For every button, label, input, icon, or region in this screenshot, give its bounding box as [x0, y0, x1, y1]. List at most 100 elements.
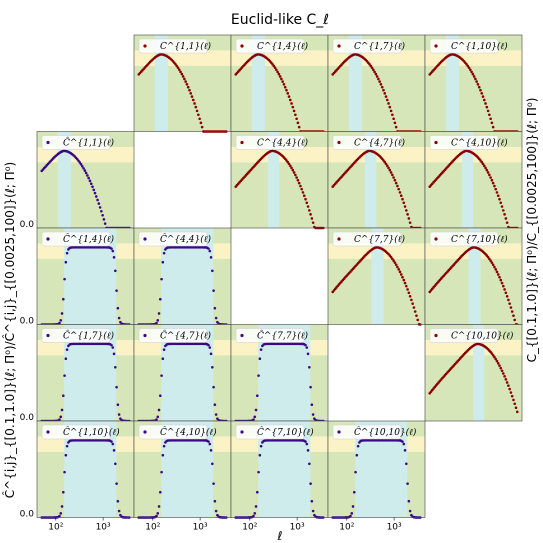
data-point [175, 64, 179, 68]
data-point [474, 77, 477, 81]
x-tick-label: 10² [48, 523, 63, 533]
data-point [311, 413, 315, 416]
data-point [384, 95, 388, 98]
legend-box [332, 135, 402, 150]
data-point [387, 102, 390, 105]
data-point [61, 490, 65, 494]
data-point [503, 213, 506, 216]
legend-label: C^{10,10}(ℓ) [451, 331, 514, 342]
data-point [184, 80, 187, 83]
data-point [306, 352, 310, 356]
data-point [304, 343, 307, 347]
legend-label: Ĉ^{1,4}(ℓ) [63, 233, 114, 245]
data-point [79, 163, 83, 166]
data-point [481, 162, 485, 166]
data-point [59, 415, 63, 419]
data-point [302, 194, 306, 198]
data-point [213, 499, 217, 503]
legend-box [41, 424, 111, 440]
legend-label: Ĉ^{1,1}(ℓ) [63, 137, 114, 149]
data-point [252, 418, 255, 421]
legend-1-3: C^{4,7}(ℓ) [332, 135, 405, 150]
data-point [258, 453, 262, 457]
data-point [505, 221, 509, 224]
data-point [117, 316, 121, 320]
data-point [296, 178, 300, 182]
data-point [115, 482, 118, 485]
data-point [114, 462, 117, 466]
data-point [408, 509, 412, 513]
data-point [305, 442, 309, 446]
y-tick-label: 0.0 [20, 413, 35, 423]
legend-box [235, 38, 305, 54]
data-point [101, 213, 104, 217]
data-point [64, 260, 68, 264]
legend-marker [143, 237, 147, 241]
data-point [392, 117, 395, 121]
data-point [392, 176, 395, 179]
data-point [472, 75, 476, 78]
data-point [311, 509, 315, 513]
data-point [254, 408, 258, 412]
data-point [156, 319, 160, 322]
legend-3-1: Ĉ^{4,7}(ℓ) [138, 328, 211, 343]
data-point [259, 444, 263, 448]
data-point [477, 85, 481, 89]
data-point [500, 281, 504, 285]
data-point [489, 117, 492, 121]
data-point [310, 217, 314, 220]
data-point [387, 166, 390, 170]
data-point [482, 98, 486, 102]
legend-box [332, 38, 402, 54]
legend-box [41, 328, 111, 343]
data-point [475, 80, 478, 83]
data-point [155, 321, 158, 325]
data-point [111, 442, 115, 446]
legend-marker [434, 237, 438, 241]
data-point [411, 302, 414, 305]
legend-box [332, 231, 402, 247]
data-point [498, 197, 501, 201]
data-point [288, 164, 292, 168]
data-point [515, 410, 519, 414]
data-point [490, 121, 494, 125]
x-tick-label: 10² [339, 523, 354, 533]
data-point [372, 68, 375, 72]
legend-marker [434, 140, 438, 145]
data-point [503, 288, 506, 291]
data-point [310, 499, 314, 503]
data-point [209, 256, 213, 259]
data-point [495, 270, 499, 274]
panel-frame [327, 420, 426, 518]
legend-marker [337, 237, 341, 241]
data-point [484, 166, 487, 170]
data-point [489, 259, 492, 263]
legend-2-4: C^{7,10}(ℓ) [429, 231, 508, 247]
legend-box [41, 231, 111, 247]
data-point [306, 205, 310, 208]
data-point [300, 187, 304, 191]
data-point [399, 194, 403, 198]
legend-marker [337, 140, 341, 145]
data-point [489, 176, 492, 179]
data-point [485, 105, 489, 109]
data-point [209, 449, 213, 452]
legend-box [429, 231, 499, 247]
legend-box [138, 231, 208, 247]
data-point [209, 352, 213, 356]
legend-0-3: C^{1,7}(ℓ) [332, 38, 405, 54]
data-point [254, 505, 258, 508]
legend-4-3: Ĉ^{10,10}(ℓ) [332, 424, 417, 440]
data-point [502, 209, 505, 212]
data-point [467, 66, 471, 70]
data-point [200, 125, 204, 129]
data-point [157, 505, 161, 508]
data-point [65, 444, 69, 448]
data-point [509, 391, 513, 394]
data-point [308, 209, 311, 212]
legend-label: C^{7,7}(ℓ) [354, 234, 405, 245]
data-point [286, 160, 290, 164]
data-point [396, 265, 399, 269]
data-point [351, 505, 355, 508]
data-point [301, 191, 305, 194]
